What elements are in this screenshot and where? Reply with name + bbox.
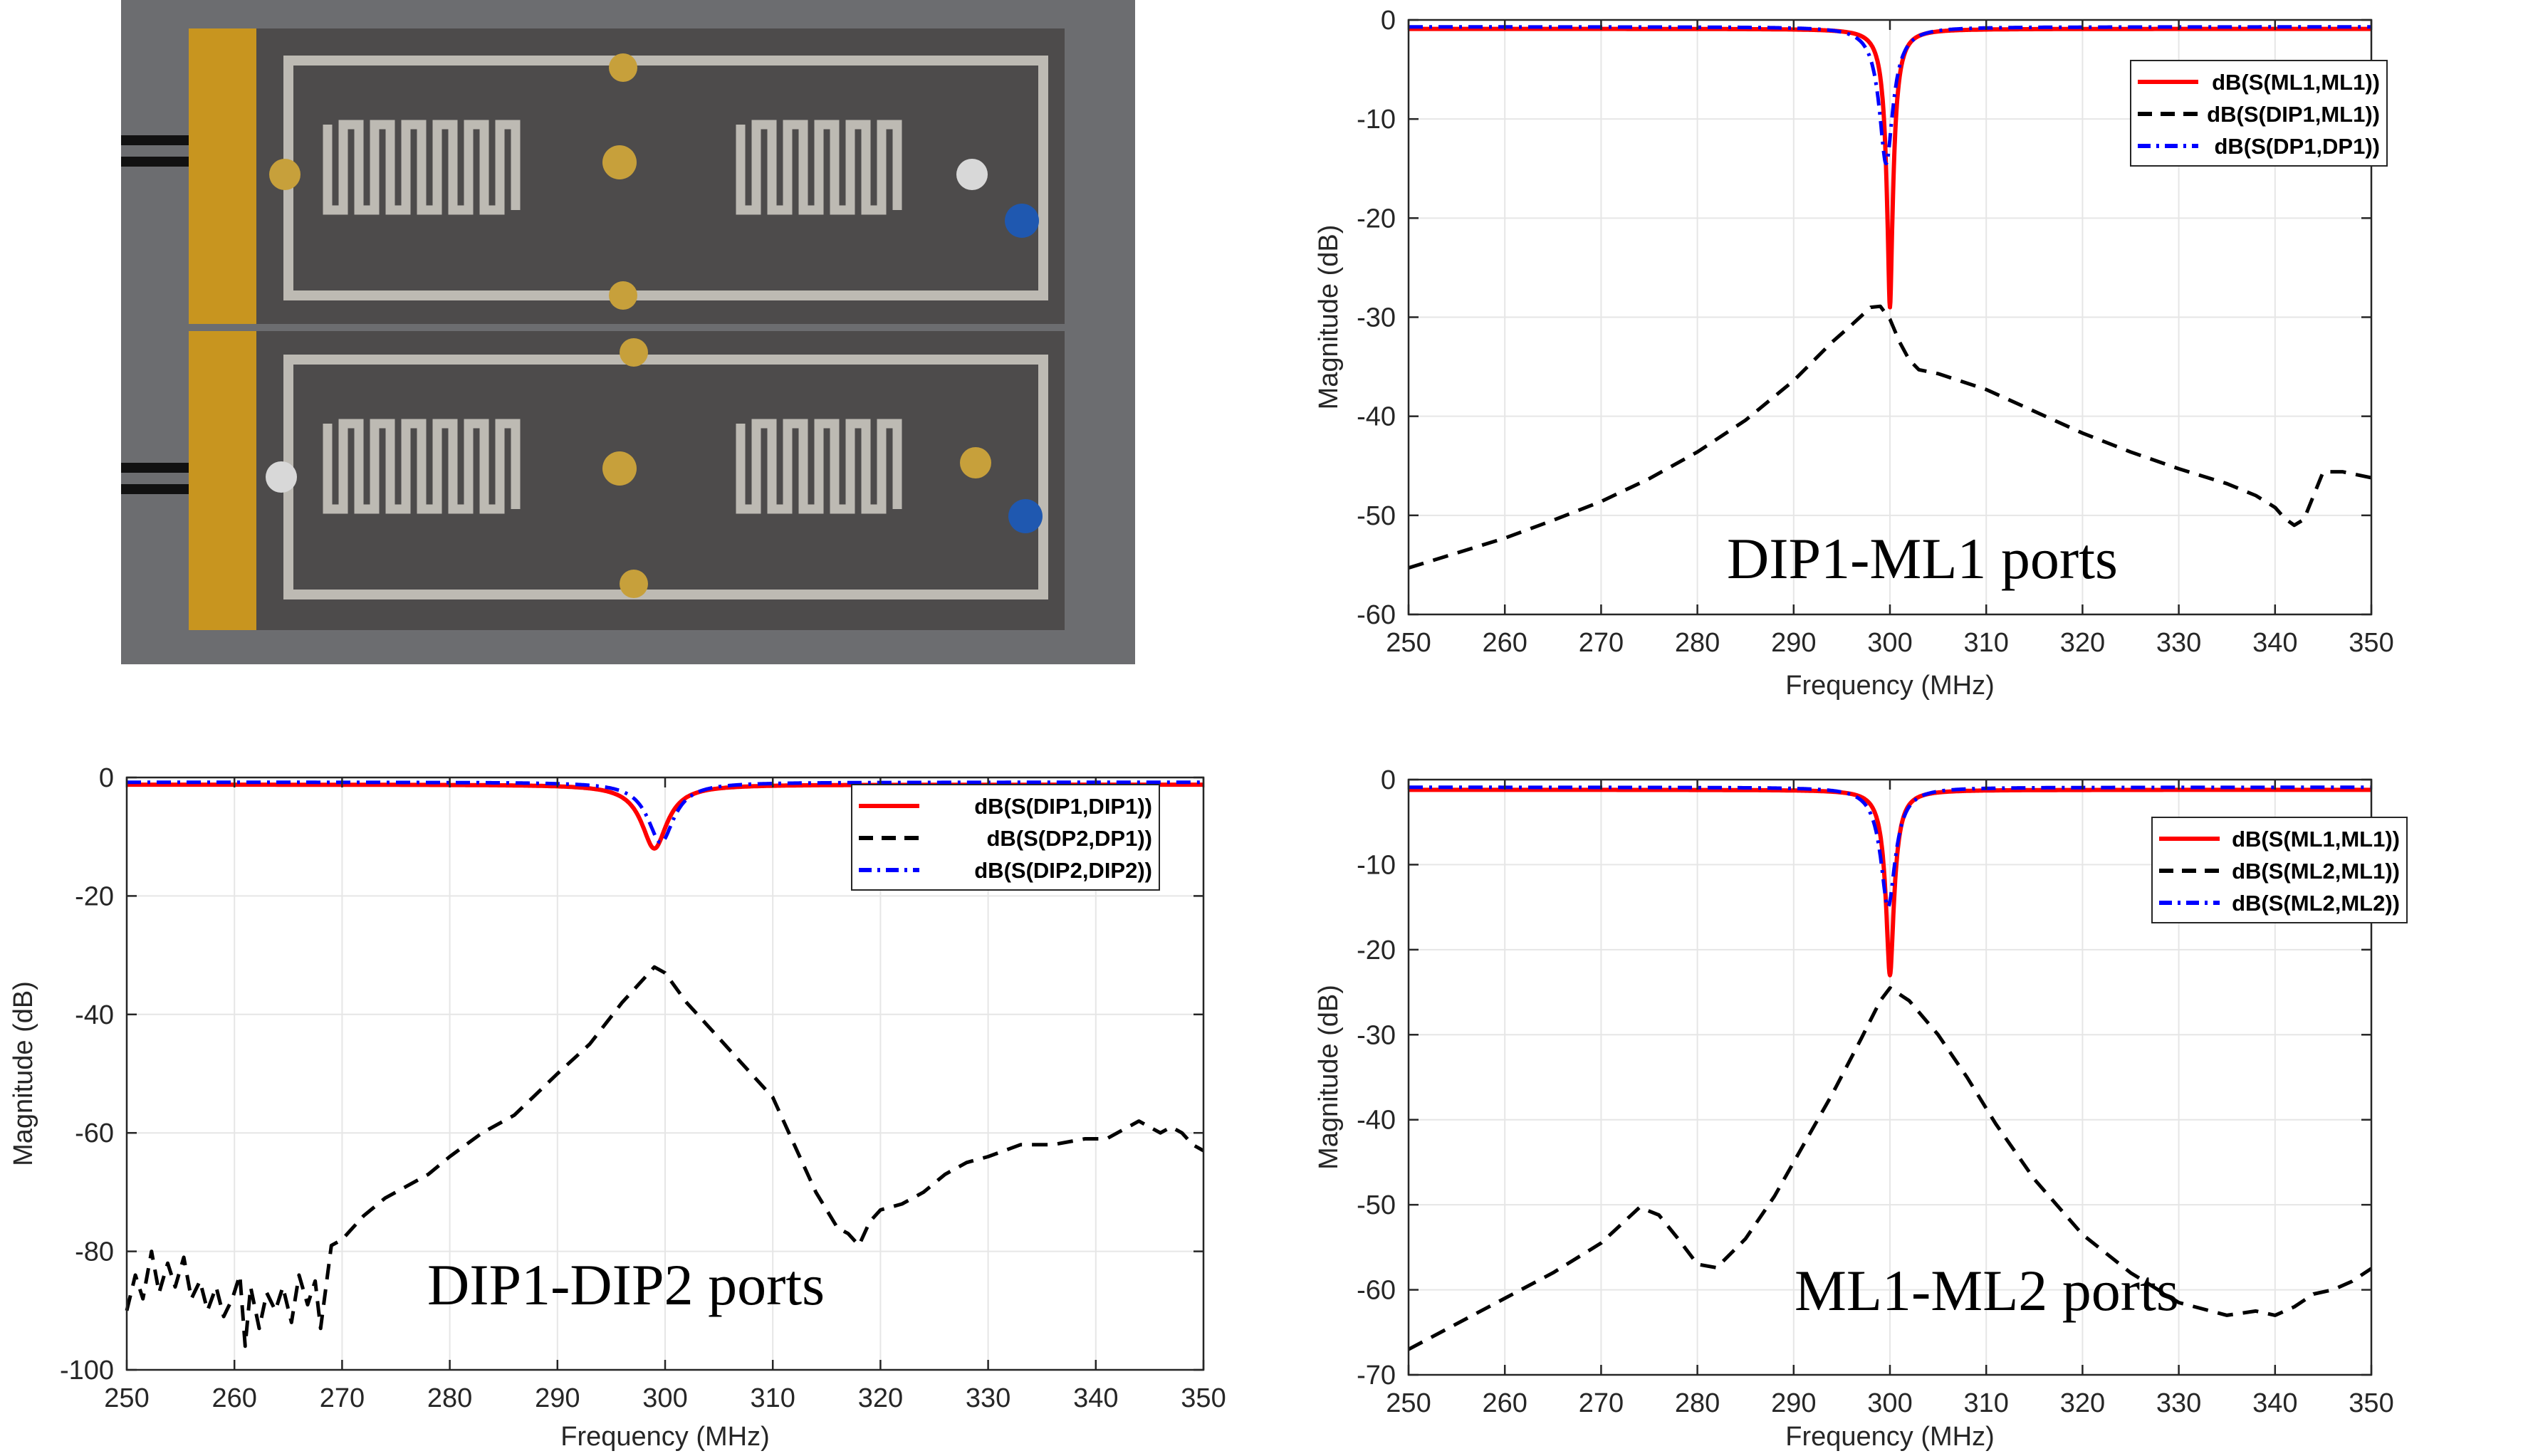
x-tick-label: 320 [858,1383,903,1413]
x-tick-label: 350 [1181,1383,1226,1413]
x-tick-label: 250 [1386,1388,1431,1418]
legend-label-2: dB(S(DP2,DP1)) [986,826,1152,851]
x-tick-label: 300 [1867,628,1912,658]
tick-labels: 250 260 270 280 290 300 310 320 330 340 350 0 -10 -20… [1357,765,2394,1418]
legend-label-1: dB(S(ML1,ML1)) [2212,70,2380,95]
legend-label-1: dB(S(ML1,ML1)) [2232,827,2400,852]
y-tick-label: -10 [1357,105,1396,135]
y-tick-label: -50 [1357,501,1396,531]
series-line-2 [1407,986,2373,1351]
series-line-2 [1408,304,2372,570]
meander-trace-1b [736,120,902,215]
x-tick-label: 290 [1771,628,1816,658]
x-tick-label: 270 [1579,628,1624,658]
annotation-ports: DIP1-DIP2 ports [427,1252,825,1317]
legend: dB(S(DIP1,DIP1)) dB(S(DP2,DP1)) dB(S(DIP2,… [851,784,1160,891]
x-tick-label: 290 [535,1383,580,1413]
x-axis-label: Frequency (MHz) [560,1422,770,1452]
annotation-ports: DIP1-ML1 ports [1727,526,2118,591]
y-tick-label: 0 [1381,6,1396,36]
tick-labels: 250 260 270 280 290 300 310 320 330 340 350 0 -10 -20… [1357,6,2394,658]
legend-label-3: dB(S(ML2,ML2)) [2232,891,2400,916]
y-tick-label: -60 [75,1119,114,1148]
y-tick-label: 0 [1381,765,1396,795]
x-tick-label: 350 [2349,628,2393,658]
series-line-1 [1409,787,2371,978]
x-tick-label: 250 [104,1383,149,1413]
x-tick-label: 330 [2156,1388,2201,1418]
meander-trace-2b [736,419,902,514]
legend: dB(S(ML1,ML1)) dB(S(DIP1,ML1)) dB(S(DP1,DP… [2130,60,2388,167]
kapton-tape-1 [189,28,256,324]
y-tick-label: -40 [1357,402,1396,432]
y-tick-label: -70 [1357,1361,1396,1390]
axes [125,776,1205,1371]
y-tick-label: 0 [99,763,114,793]
annotation-ports: ML1-ML2 ports [1795,1258,2179,1323]
y-tick-label: -30 [1357,1020,1396,1050]
meander-trace-1a [323,120,521,215]
x-tick-label: 340 [1073,1383,1118,1413]
y-tick-label: -60 [1357,1276,1396,1306]
y-axis-label: Magnitude (dB) [1314,985,1344,1170]
y-tick-label: -40 [1357,1106,1396,1136]
legend-label-1: dB(S(DIP1,DIP1)) [974,794,1152,819]
x-tick-label: 280 [1675,1388,1720,1418]
chart-dip1-dip2: 250 260 270 280 290 300 310 320 330 340 350 0 -20 -40… [9,763,1226,1452]
y-tick-label: -80 [75,1237,114,1267]
y-tick-label: -30 [1357,303,1396,333]
x-tick-label: 280 [427,1383,472,1413]
y-tick-label: -10 [1357,850,1396,880]
x-tick-label: 260 [1482,1388,1527,1418]
series-lines [1408,25,2372,570]
kapton-tape-2 [189,331,256,630]
x-tick-label: 270 [320,1383,365,1413]
chart-ml1-ml2: 250 260 270 280 290 300 310 320 330 340 350 0 -10 -20… [1314,765,2408,1452]
x-tick-label: 330 [966,1383,1010,1413]
x-tick-label: 340 [2252,628,2297,658]
series-lines [1407,785,2373,1351]
legend-label-3: dB(S(DP1,DP1)) [2214,134,2380,159]
x-tick-label: 260 [1482,628,1527,658]
legend: dB(S(ML1,ML1)) dB(S(ML2,ML1)) dB(S(ML2,ML2… [2151,817,2408,923]
x-tick-label: 290 [1771,1388,1816,1418]
x-tick-label: 310 [1963,628,2008,658]
series-line-1 [1409,26,2371,310]
legend-box [851,784,1160,891]
x-tick-label: 310 [1963,1388,2008,1418]
tick-labels: 250 260 270 280 290 300 310 320 330 340 350 0 -20 -40… [60,763,1226,1413]
x-tick-label: 300 [1867,1388,1912,1418]
meander-trace-2a [323,419,521,514]
x-tick-label: 280 [1675,628,1720,658]
axes [1407,778,2373,1376]
y-tick-label: -20 [1357,936,1396,965]
y-tick-label: -40 [75,1000,114,1030]
y-tick-label: -50 [1357,1190,1396,1220]
y-tick-label: -20 [1357,204,1396,234]
x-tick-label: 260 [211,1383,256,1413]
x-tick-label: 250 [1386,628,1431,658]
chart-dip1-ml1: 250 260 270 280 290 300 310 320 330 340 350 0 -10 -20… [1314,6,2394,701]
x-tick-label: 320 [2060,1388,2105,1418]
x-tick-label: 340 [2252,1388,2297,1418]
legend-label-2: dB(S(ML2,ML1)) [2232,859,2400,884]
y-axis-label: Magnitude (dB) [9,981,38,1166]
y-tick-label: -20 [75,881,114,911]
x-axis-label: Frequency (MHz) [1785,1422,1995,1452]
x-tick-label: 330 [2156,628,2201,658]
legend-label-2: dB(S(DIP1,ML1)) [2207,102,2380,127]
x-tick-label: 320 [2060,628,2105,658]
x-axis-label: Frequency (MHz) [1785,671,1995,701]
x-tick-label: 300 [642,1383,687,1413]
y-tick-label: -60 [1357,600,1396,630]
pcb-photo-drawing [121,0,1135,664]
legend-label-3: dB(S(DIP2,DIP2)) [974,858,1152,883]
y-tick-label: -100 [60,1356,114,1386]
pcb-prototype-photo [121,0,1135,664]
y-axis-label: Magnitude (dB) [1314,225,1344,410]
x-tick-label: 310 [750,1383,795,1413]
x-tick-label: 270 [1579,1388,1624,1418]
x-tick-label: 350 [2349,1388,2393,1418]
series-line-2 [125,965,1205,1348]
